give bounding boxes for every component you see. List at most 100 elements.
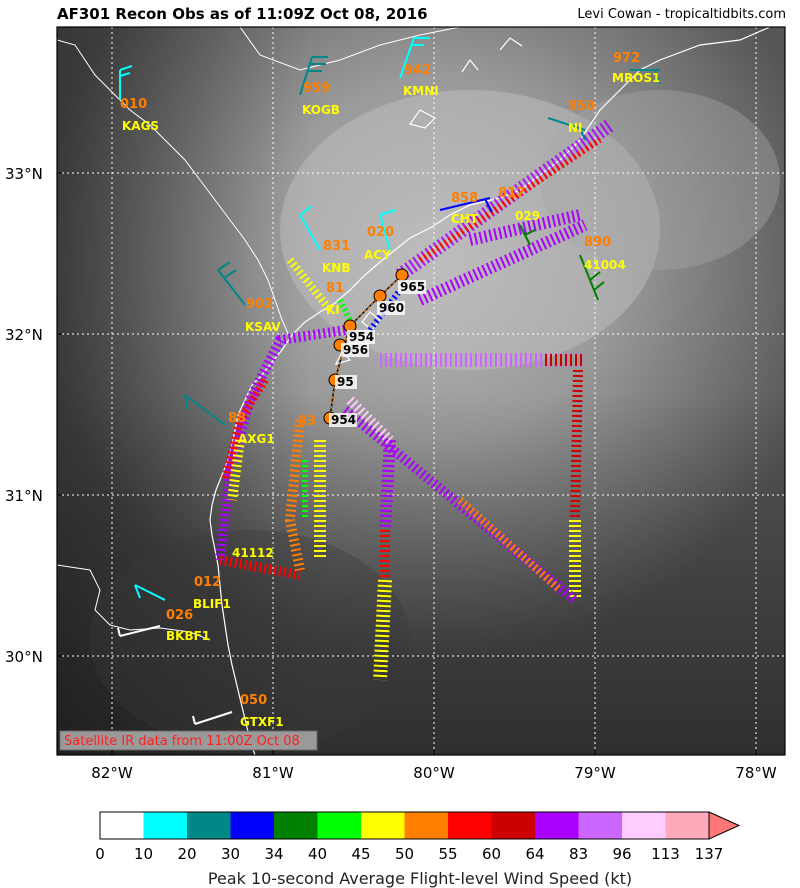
colorbar-tick-label: 113	[651, 845, 680, 863]
station-value: 88	[228, 411, 246, 426]
satellite-note-box	[59, 730, 318, 751]
lat-label: 30°N	[5, 648, 43, 666]
station-barb[interactable]	[299, 56, 328, 96]
station-id: ACY	[364, 248, 391, 262]
colorbar-tick-label: 60	[482, 845, 501, 863]
station-value: 012	[194, 575, 221, 590]
station-barb[interactable]	[117, 625, 161, 637]
station-barb[interactable]	[134, 584, 166, 601]
station-id: 41112	[232, 546, 274, 560]
map-title: AF301 Recon Obs as of 11:09Z Oct 08, 201…	[57, 5, 428, 23]
lon-label: 79°W	[574, 764, 616, 782]
colorbar-tick-label: 30	[221, 845, 240, 863]
colorbar-tick-label: 40	[308, 845, 327, 863]
station-barb[interactable]	[379, 209, 396, 251]
lat-label: 31°N	[5, 487, 43, 505]
station-id: KSAV	[245, 320, 281, 334]
colorbar-segment	[230, 812, 274, 839]
station-value: 010	[120, 97, 147, 112]
station-value: 959	[303, 81, 330, 96]
center-ob-label: 965	[400, 280, 425, 294]
station-barb[interactable]	[217, 261, 246, 306]
station-barb[interactable]	[192, 711, 233, 725]
colorbar-segment	[361, 812, 405, 839]
colorbar-tick-label: 137	[695, 845, 724, 863]
station-value: 83	[298, 414, 316, 429]
station-id: CHT	[451, 212, 479, 226]
colorbar-segment	[187, 812, 231, 839]
station-value: 020	[367, 225, 394, 240]
center-ob-labels: 965 960 954 956 95 954	[329, 280, 426, 427]
station-barb[interactable]	[439, 197, 493, 213]
station-barb[interactable]	[299, 205, 321, 251]
station-barb[interactable]	[519, 224, 536, 246]
center-ob-label: 954	[331, 413, 356, 427]
station-barb[interactable]	[579, 254, 605, 301]
station-value: 972	[613, 51, 640, 66]
colorbar-segment	[100, 812, 144, 839]
center-ob-label: 956	[343, 343, 368, 357]
station-value: 817	[498, 186, 525, 201]
station-id: GTXF1	[240, 715, 284, 729]
satellite-note: Satellite IR data from 11:00Z Oct 08	[64, 734, 300, 749]
colorbar-segment	[491, 812, 535, 839]
colorbar-segment	[665, 812, 709, 839]
station-value: 81	[326, 281, 344, 296]
colorbar-tick-label: 64	[525, 845, 544, 863]
station-obs: 010 KAGS 959 KOGB 942 KMNI 972 MROS1 950…	[117, 37, 661, 729]
station-id: NI	[568, 121, 583, 135]
colorbar: 0 10 20 30 34 40 45 50 55 60 64 83 96 113 137	[95, 811, 741, 863]
axis-ticks	[57, 172, 757, 755]
colorbar-segment	[404, 812, 448, 839]
satellite-ir-image	[57, 27, 785, 755]
center-ob-label: 954	[349, 330, 374, 344]
map-frame	[56, 26, 786, 756]
station-id: 41004	[584, 258, 626, 272]
station-id: KMNI	[403, 84, 439, 98]
station-id: AXG1	[238, 432, 275, 446]
colorbar-segment	[274, 812, 318, 839]
colorbar-extend-arrow	[708, 811, 741, 840]
station-id: KI	[326, 303, 340, 317]
station-value: 831	[323, 239, 350, 254]
station-id: BLIF1	[193, 597, 231, 611]
station-id: KNB	[322, 261, 351, 275]
lon-label: 81°W	[252, 764, 294, 782]
colorbar-tick-label: 83	[569, 845, 588, 863]
colorbar-tick-label: 96	[612, 845, 631, 863]
lon-label: 80°W	[413, 764, 455, 782]
colorbar-segment	[317, 812, 361, 839]
station-value: 026	[166, 608, 193, 623]
station-value: 050	[240, 693, 267, 708]
station-value: 950	[568, 99, 595, 114]
colorbar-tick-label: 50	[395, 845, 414, 863]
lon-label: 78°W	[735, 764, 777, 782]
colorbar-tick-label: 55	[438, 845, 457, 863]
flight-track-barbs	[215, 119, 615, 681]
credit-label: Levi Cowan - tropicaltidbits.com	[577, 7, 786, 22]
station-barb[interactable]	[399, 37, 430, 79]
station-barb[interactable]	[119, 65, 133, 100]
station-barb[interactable]	[184, 394, 226, 426]
station-value: 858	[451, 191, 478, 206]
colorbar-title: Peak 10-second Average Flight-level Wind…	[208, 869, 632, 888]
station-id: 029	[515, 209, 540, 223]
colorbar-tick-label: 10	[134, 845, 153, 863]
station-id: MROS1	[612, 71, 660, 85]
lat-lon-grid	[57, 27, 785, 755]
station-value: 890	[584, 235, 611, 250]
colorbar-tick-label: 45	[351, 845, 370, 863]
lon-label: 82°W	[91, 764, 133, 782]
lat-label: 32°N	[5, 326, 43, 344]
center-ob-label: 95	[337, 375, 354, 389]
station-barb[interactable]	[547, 117, 586, 141]
station-value: 902	[246, 297, 273, 312]
colorbar-tick-label: 0	[95, 845, 105, 863]
lat-label: 33°N	[5, 165, 43, 183]
colorbar-segment	[535, 812, 579, 839]
station-id: KOGB	[302, 103, 340, 117]
station-id: BKBF1	[166, 629, 210, 643]
colorbar-tick-label: 34	[264, 845, 283, 863]
station-barb[interactable]	[630, 69, 661, 85]
